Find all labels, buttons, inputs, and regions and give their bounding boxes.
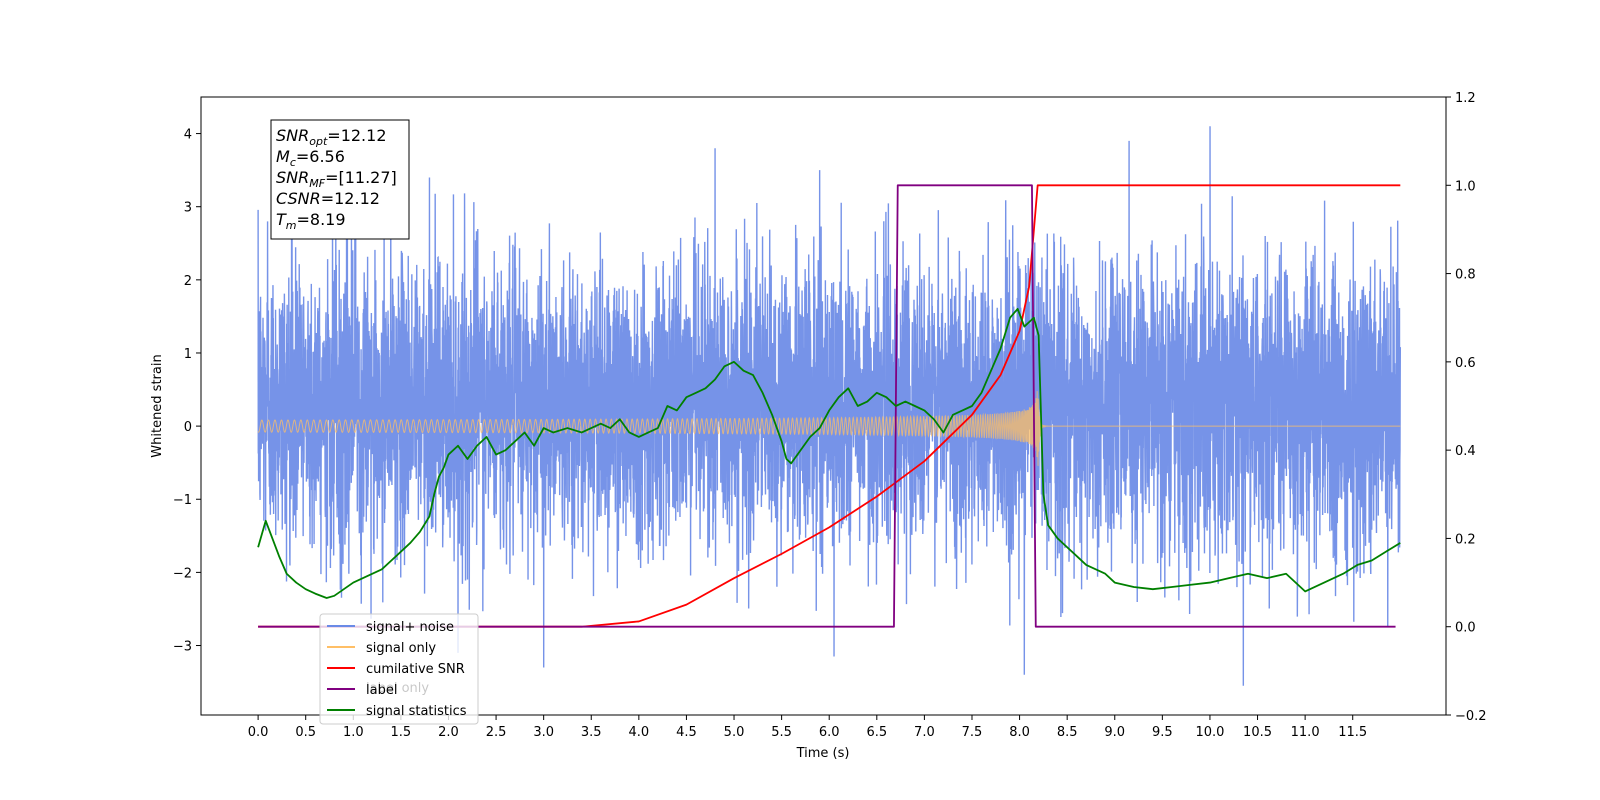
axes-frame: [200, 96, 1447, 716]
x-tick-label: 8.5: [1057, 725, 1078, 740]
y-tick-label: 1: [184, 347, 192, 362]
legend-occluded-text: label only: [366, 681, 429, 696]
y2-tick-label: 0.2: [1455, 532, 1476, 547]
info-box-line: SNRopt=12.12: [276, 126, 387, 148]
info-box: SNRopt=12.12Mc=6.56SNRMF=[11.27]CSNR=12.…: [270, 119, 410, 240]
x-tick-label: 4.5: [676, 725, 697, 740]
y-tick-label: −2: [173, 566, 192, 581]
series-label: [258, 184, 1396, 628]
x-tick-label: 7.5: [962, 725, 983, 740]
x-tick-label: 8.0: [1009, 725, 1030, 740]
series-signal-noise: [257, 126, 1402, 686]
x-tick-label: 3.0: [533, 725, 554, 740]
info-box-line: CSNR=12.12: [276, 189, 380, 208]
y-axis-left: −3 −2 −1 0 1 2 3 4: [173, 128, 201, 655]
x-tick-label: 2.5: [486, 725, 507, 740]
y2-tick-label: 0.4: [1455, 444, 1476, 459]
x-tick-label: 10.0: [1195, 725, 1224, 740]
y-tick-label: 4: [184, 128, 192, 143]
legend-label: label: [366, 683, 397, 698]
legend-label: signal only: [366, 641, 436, 656]
x-tick-label: 11.0: [1291, 725, 1320, 740]
series-cumulative-snr: [258, 184, 1401, 628]
info-box-line: Tm=8.19: [276, 210, 346, 232]
x-tick-label: 4.0: [629, 725, 650, 740]
x-tick-label: 7.0: [914, 725, 935, 740]
y-tick-label: −3: [173, 640, 192, 655]
y-tick-label: 0: [184, 420, 192, 435]
info-box-line: Mc=6.56: [276, 147, 345, 169]
x-tick-label: 0.0: [248, 725, 269, 740]
info-box-line: SNRMF=[11.27]: [276, 168, 397, 190]
x-tick-label: 6.0: [819, 725, 840, 740]
y-tick-label: 3: [184, 201, 192, 216]
y2-tick-label: 0.6: [1455, 356, 1476, 371]
info-box-frame: [270, 119, 410, 240]
x-tick-label: 11.5: [1338, 725, 1367, 740]
legend-label: signal statistics: [366, 704, 467, 719]
x-tick-label: 0.5: [295, 725, 316, 740]
x-tick-label: 6.5: [866, 725, 887, 740]
series-signal-only: [257, 391, 1401, 466]
x-axis: 0.0 0.5 1.0 1.5 2.0 2.5 3.0 3.5 4.0 4.5 5.0 5.5 6.0 6…: [248, 715, 1367, 740]
y2-tick-label: 1.0: [1455, 179, 1476, 194]
x-tick-label: 9.5: [1152, 725, 1173, 740]
y2-tick-label: 0.8: [1455, 268, 1476, 283]
x-tick-label: 1.5: [391, 725, 412, 740]
y-tick-label: −1: [173, 493, 192, 508]
y2-tick-label: 1.2: [1455, 91, 1476, 106]
x-tick-label: 2.0: [438, 725, 459, 740]
y-tick-label: 2: [184, 274, 192, 289]
x-tick-label: 1.0: [343, 725, 364, 740]
x-tick-label: 9.0: [1104, 725, 1125, 740]
x-tick-label: 5.0: [724, 725, 745, 740]
y2-tick-label: 0.0: [1455, 621, 1476, 636]
legend-label: cumilative SNR: [366, 662, 465, 677]
y-axis-title: Whitened strain: [150, 354, 165, 457]
x-axis-title: Time (s): [796, 746, 850, 761]
x-tick-label: 3.5: [581, 725, 602, 740]
legend-label: signal+ noise: [366, 620, 454, 635]
x-tick-label: 5.5: [771, 725, 792, 740]
plot-area: [257, 126, 1402, 686]
y-axis-right: −0.2 0.0 0.2 0.4 0.6 0.8 1.0 1.2: [1446, 91, 1487, 724]
series-signal-statistics: [257, 307, 1401, 599]
legend: label only signal+ noise signal only cumila…: [319, 613, 479, 725]
y2-tick-label: −0.2: [1455, 709, 1487, 724]
legend-frame: [319, 613, 479, 725]
x-tick-label: 10.5: [1243, 725, 1272, 740]
